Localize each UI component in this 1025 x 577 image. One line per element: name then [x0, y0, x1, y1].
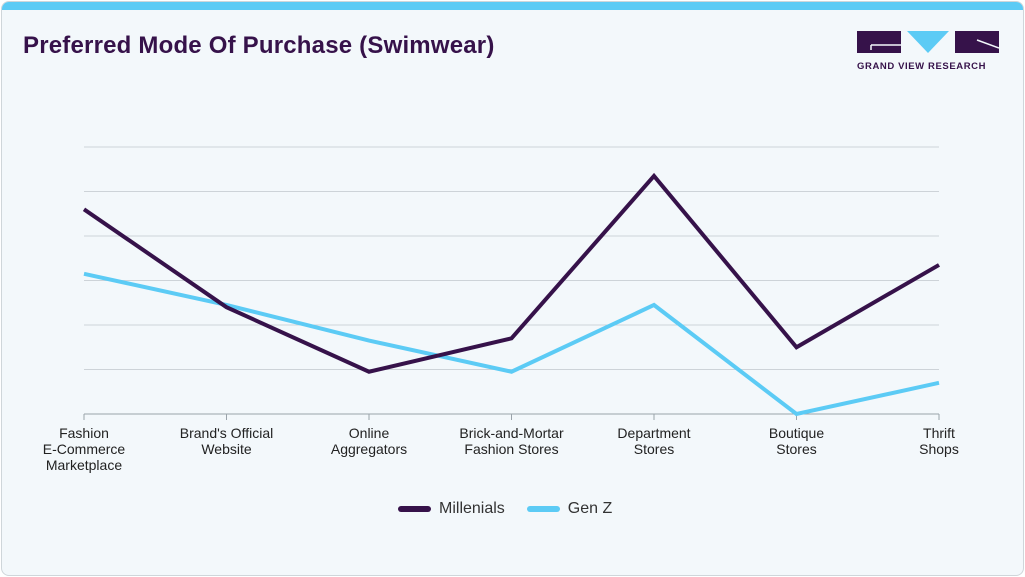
- x-tick-label: Thrift: [923, 425, 955, 441]
- x-tick-label: Shops: [919, 441, 959, 457]
- logo-mark-icon: [857, 31, 1000, 53]
- series-line-gen-z: [83, 271, 940, 417]
- legend-item-gen-z[interactable]: Gen Z: [526, 500, 613, 518]
- series-line-millenials: [82, 172, 941, 374]
- x-tick-label: Fashion Stores: [464, 441, 558, 457]
- x-tick-label: E-Commerce: [43, 441, 126, 457]
- x-tick-label: Boutique: [769, 425, 824, 441]
- legend-label: Gen Z: [567, 500, 613, 517]
- x-tick-label: Brand's Official: [180, 425, 273, 441]
- legend: Millenials Gen Z: [398, 500, 634, 518]
- x-tick-label: Brick-and-Mortar: [459, 425, 564, 441]
- legend-swatch: [398, 506, 431, 512]
- top-accent-bar: [2, 2, 1023, 10]
- chart-title: Preferred Mode Of Purchase (Swimwear): [23, 32, 495, 59]
- legend-item-millenials[interactable]: Millenials: [398, 500, 505, 518]
- legend-label: Millenials: [439, 500, 505, 517]
- x-tick-label: Department: [617, 425, 690, 441]
- x-tick-label: Aggregators: [331, 441, 407, 457]
- x-tick-label: Fashion: [59, 425, 109, 441]
- x-tick-label: Stores: [634, 441, 674, 457]
- legend-swatch: [526, 506, 560, 512]
- x-tick-label: Website: [201, 441, 252, 457]
- logo-text: GRAND VIEW RESEARCH: [857, 61, 987, 72]
- grand-view-research-logo: GRAND VIEW RESEARCH: [857, 31, 1000, 72]
- x-tick-label: Marketplace: [46, 457, 122, 473]
- x-tick-label: Stores: [776, 441, 816, 457]
- x-tick-label: Online: [349, 425, 390, 441]
